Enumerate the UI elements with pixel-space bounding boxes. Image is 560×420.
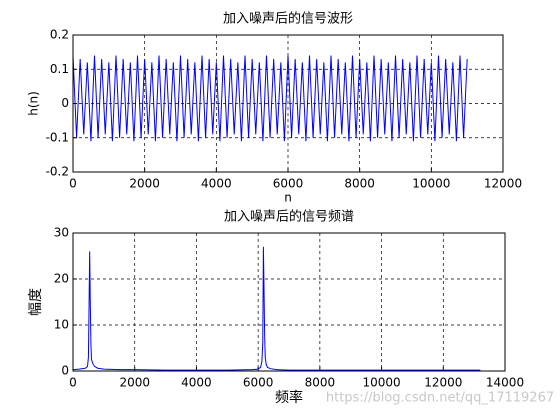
x-axis-label: 频率 bbox=[275, 389, 303, 406]
y-tick-label: 0.2 bbox=[50, 28, 69, 42]
y-tick-label: -0.2 bbox=[46, 165, 69, 179]
x-axis-label: n bbox=[284, 191, 292, 205]
data-line bbox=[72, 246, 481, 371]
x-tick-label: 2000 bbox=[119, 376, 150, 390]
x-tick-label: 10000 bbox=[412, 177, 450, 191]
x-tick-label: 0 bbox=[69, 177, 77, 191]
x-tick-label: 12000 bbox=[484, 177, 522, 191]
plot-area bbox=[73, 233, 505, 371]
x-tick-label: 4000 bbox=[201, 177, 232, 191]
chart-title: 加入噪声后的信号波形 bbox=[223, 11, 353, 27]
y-tick-label: 0 bbox=[61, 96, 69, 110]
axes-box bbox=[72, 34, 504, 173]
x-tick-label: 6000 bbox=[243, 376, 274, 390]
y-tick-label: 10 bbox=[54, 318, 69, 332]
x-tick-label: 8000 bbox=[344, 177, 375, 191]
y-tick-label: 20 bbox=[54, 272, 69, 286]
x-tick-label: 12000 bbox=[424, 376, 462, 390]
data-line bbox=[72, 55, 468, 142]
y-tick-label: -0.1 bbox=[46, 130, 69, 144]
y-axis-label: h(n) bbox=[27, 91, 41, 116]
x-tick-label: 8000 bbox=[305, 376, 336, 390]
x-tick-label: 4000 bbox=[181, 376, 212, 390]
y-tick-label: 30 bbox=[54, 226, 69, 240]
x-tick-label: 2000 bbox=[129, 177, 160, 191]
watermark: https://blog.csdn.net/qq_17119267 bbox=[326, 391, 554, 406]
x-tick-label: 0 bbox=[69, 376, 77, 390]
y-tick-label: 0.1 bbox=[50, 62, 69, 76]
x-tick-label: 6000 bbox=[273, 177, 304, 191]
x-tick-label: 10000 bbox=[362, 376, 400, 390]
x-tick-label: 14000 bbox=[486, 376, 524, 390]
y-axis-label: 幅度 bbox=[28, 288, 44, 316]
chart-title: 加入噪声后的信号频谱 bbox=[224, 209, 354, 225]
y-tick-label: 0 bbox=[61, 364, 69, 378]
axes-box bbox=[72, 232, 506, 372]
